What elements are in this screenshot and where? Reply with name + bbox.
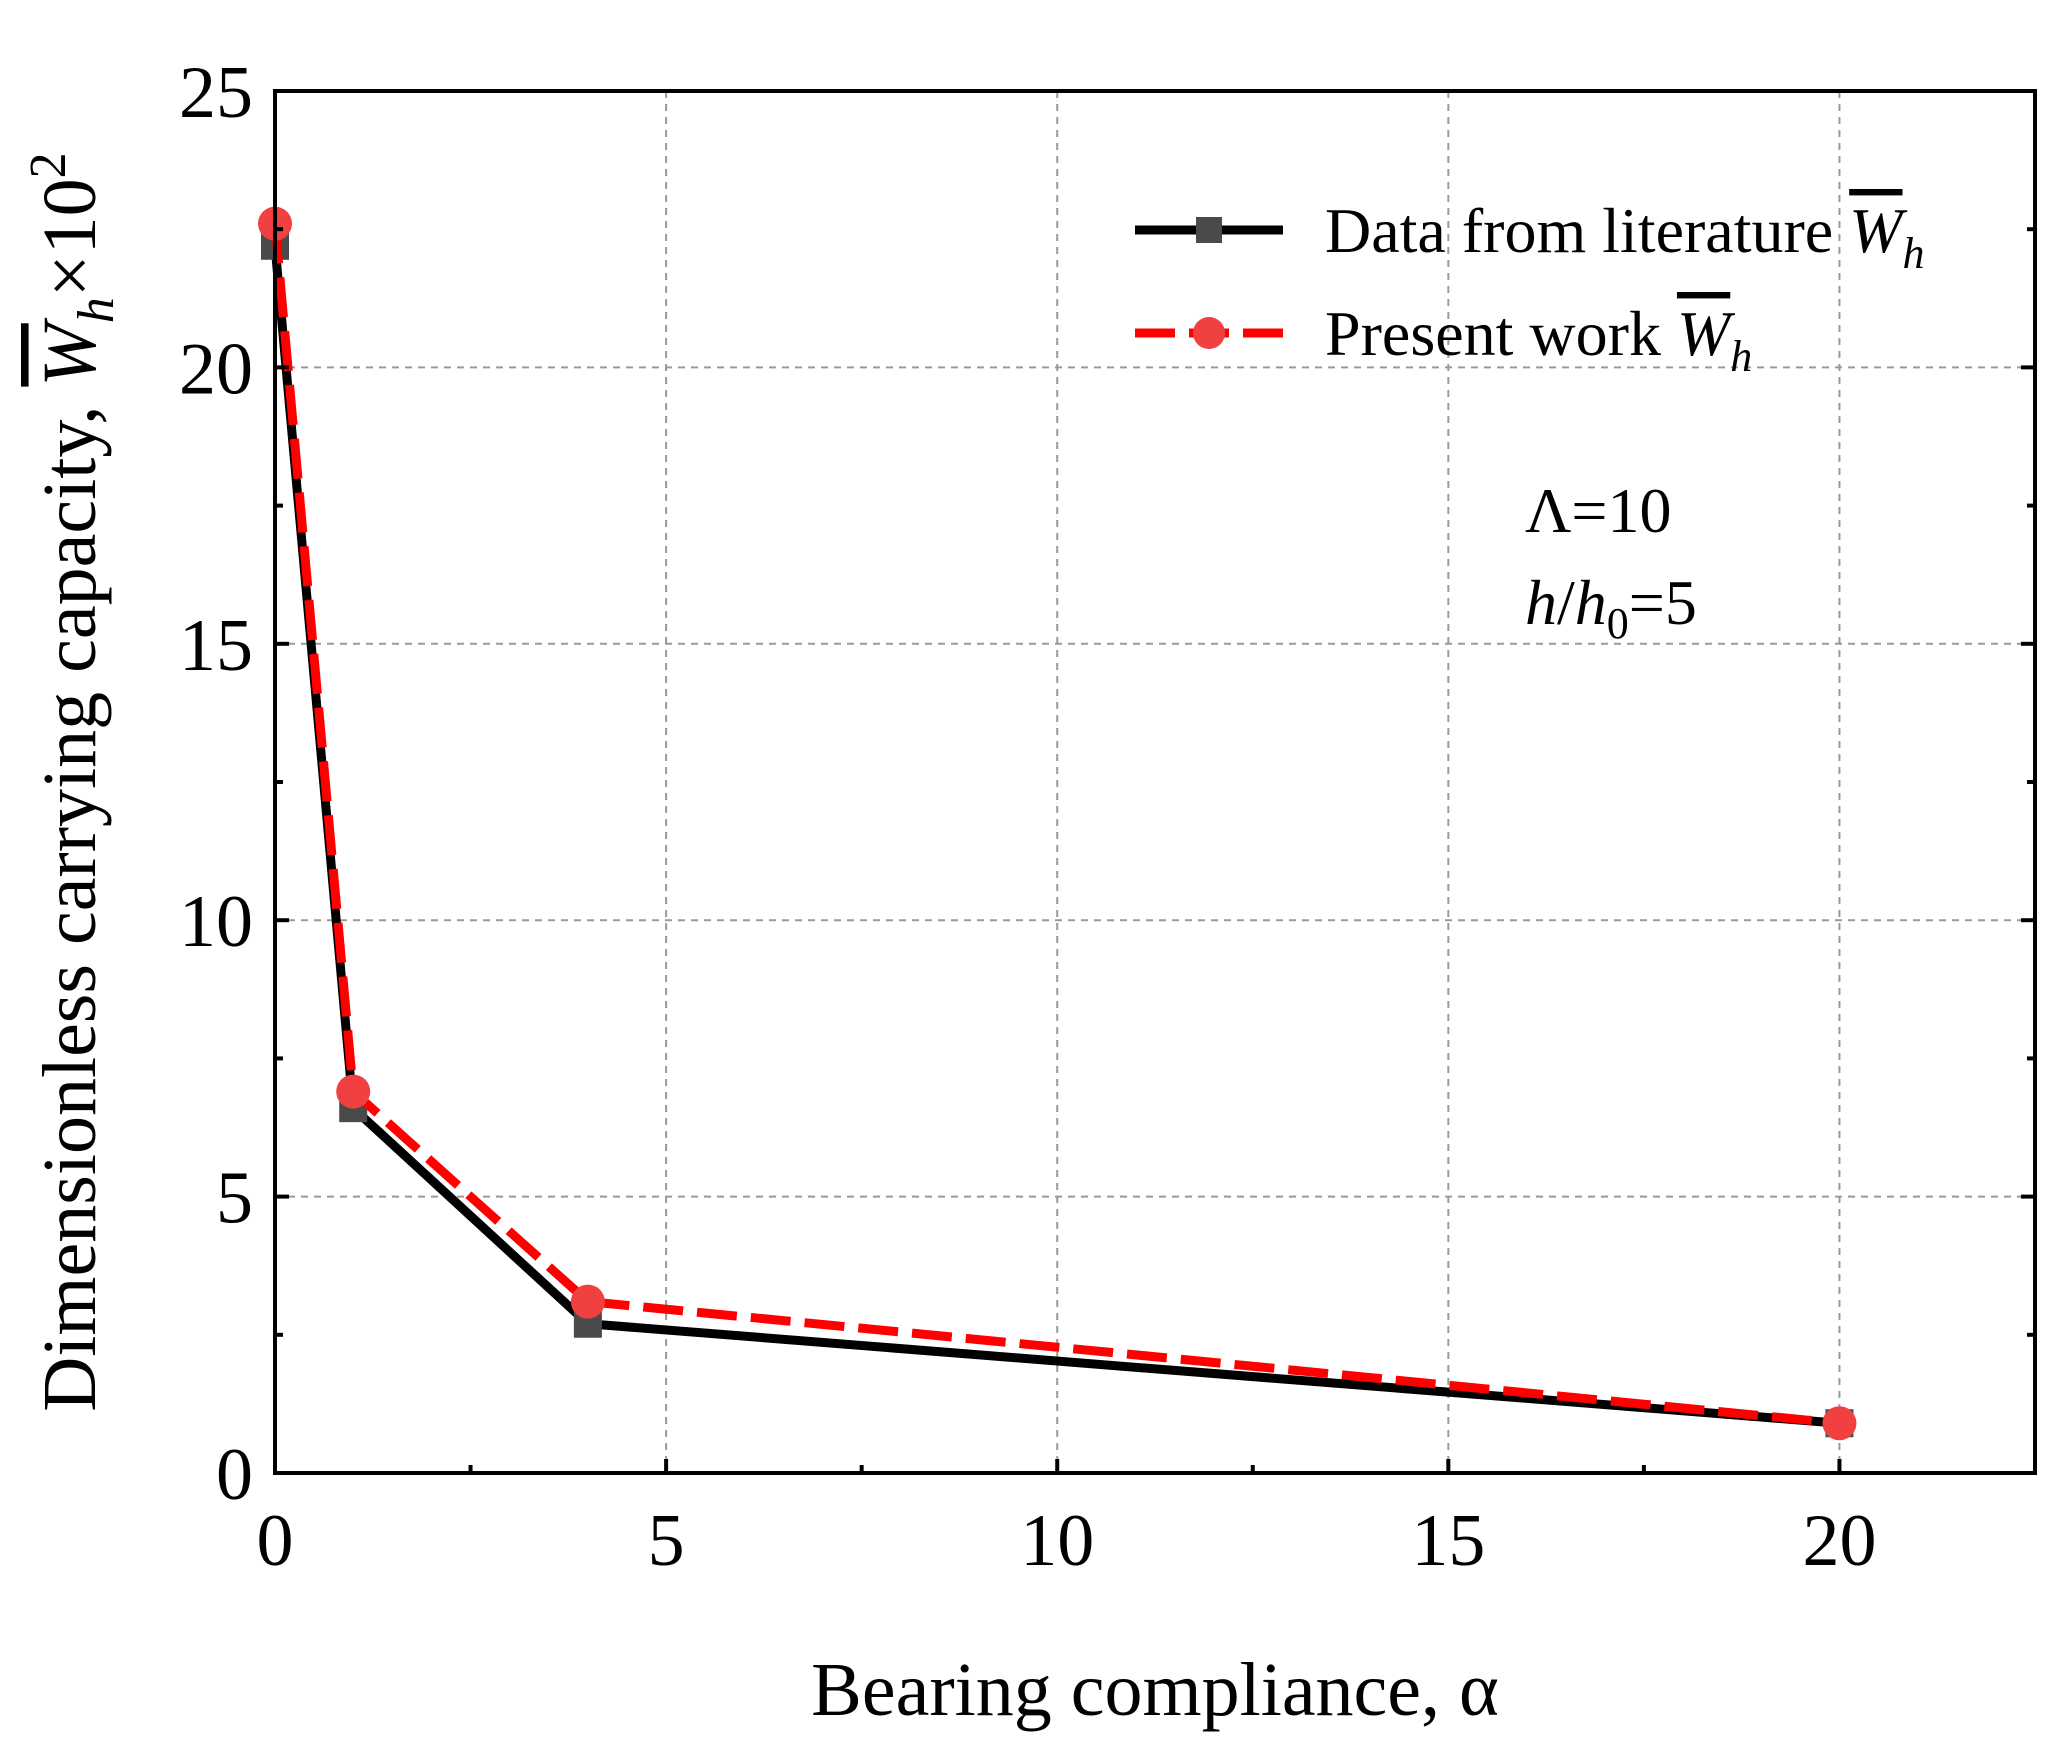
annotation-h-symbol: h [1525, 567, 1557, 638]
legend-label-present: Present work Wh [1325, 298, 1752, 381]
annotation-lambda: Λ=10 [1525, 475, 1672, 546]
x-tick-label: 0 [257, 1500, 294, 1582]
legend-marker-literature [1196, 217, 1222, 243]
legend: Data from literature Wh Present work Wh [1135, 195, 1925, 381]
annotation-lambda-value: =10 [1571, 475, 1671, 546]
data-point-circle [1822, 1406, 1857, 1441]
y-tick-label: 15 [179, 605, 253, 687]
annotation-h0-subscript: 0 [1607, 599, 1629, 648]
annotation-height-ratio: h/h0=5 [1525, 567, 1697, 648]
x-tick-label: 15 [1411, 1500, 1485, 1582]
y-axis-title-prefix: Dimensionless carrying capacity, [28, 387, 112, 1412]
x-tick-label: 5 [648, 1500, 685, 1582]
plot-frame [273, 89, 2037, 1475]
legend-label-literature-text: Data from literature [1325, 195, 1833, 266]
legend-label-literature-symbol: W [1849, 195, 1908, 266]
data-point-circle [570, 1284, 605, 1319]
tick-labels: 0 5 10 15 20 0 5 10 15 20 25 [179, 52, 1876, 1582]
x-tick-label: 20 [1802, 1500, 1876, 1582]
annotation-lambda-symbol: Λ [1525, 475, 1571, 546]
y-tick-label: 25 [179, 52, 253, 134]
y-tick-label: 20 [179, 328, 253, 410]
series-line [270, 223, 1840, 1428]
legend-label-present-subscript: h [1730, 332, 1752, 381]
legend-marker-present [1193, 317, 1225, 349]
annotation-h0-symbol: h [1575, 567, 1607, 638]
y-tick-label: 10 [179, 881, 253, 963]
legend-label-literature-subscript: h [1903, 229, 1925, 278]
y-tick-label: 5 [216, 1158, 253, 1240]
annotation-slash: / [1557, 567, 1575, 638]
legend-label-present-text: Present work [1325, 298, 1661, 369]
y-tick-label: 0 [216, 1434, 253, 1516]
ticks [273, 89, 2035, 1475]
y-axis-title-symbol: W [28, 317, 112, 387]
y-axis-title-exponent: 2 [20, 152, 77, 178]
x-axis-title: Bearing compliance, α [811, 1648, 1499, 1732]
data-point-circle [336, 1074, 371, 1109]
grid [275, 91, 2035, 1473]
annotation-ratio-value: =5 [1629, 567, 1697, 638]
y-axis-title: Dimensionless carrying capacity, Wh×102 [20, 152, 125, 1411]
parameter-annotation: Λ=10 h/h0=5 [1525, 475, 1697, 648]
legend-entry-present: Present work Wh [1135, 298, 1752, 381]
legend-label-literature: Data from literature Wh [1325, 195, 1925, 278]
y-axis-title-multiplier: ×10 [28, 178, 112, 297]
legend-label-present-symbol: W [1677, 298, 1736, 369]
legend-entry-literature: Data from literature Wh [1135, 195, 1925, 278]
x-tick-label: 10 [1020, 1500, 1094, 1582]
series-layer [258, 206, 1857, 1441]
y-axis-title-subscript: h [68, 297, 125, 323]
series-1 [258, 206, 1857, 1441]
